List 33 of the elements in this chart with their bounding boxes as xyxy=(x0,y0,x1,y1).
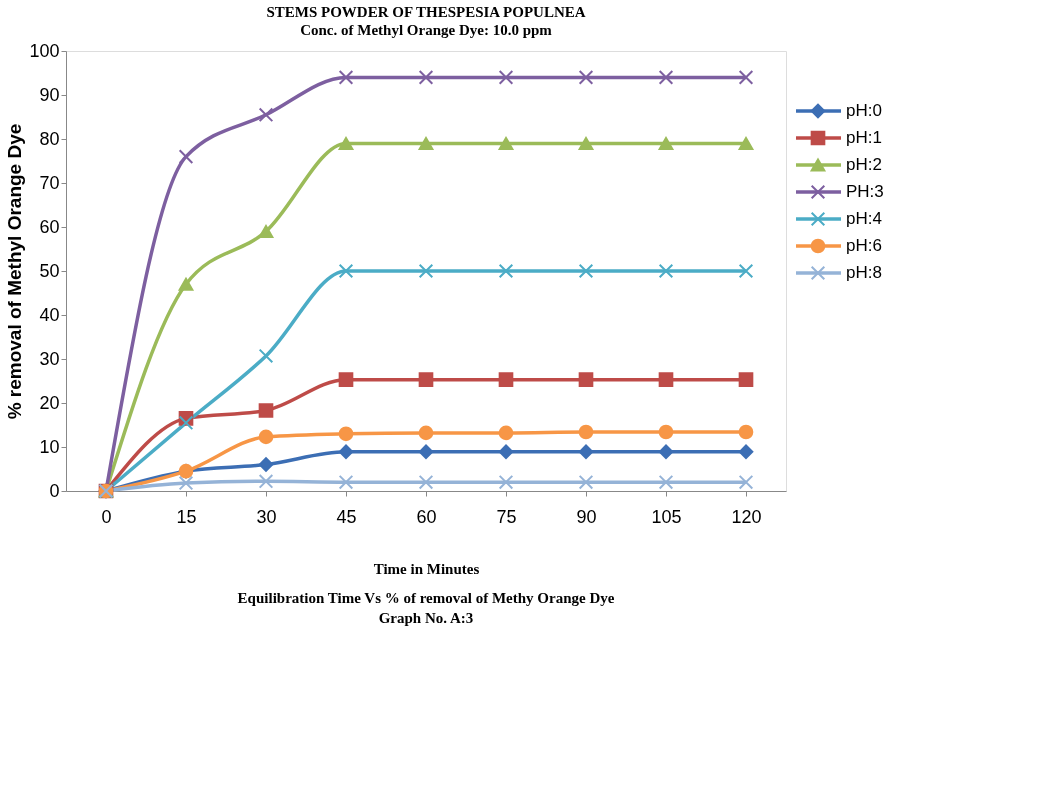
y-tick-label: 20 xyxy=(39,392,60,413)
x-tick-label: 30 xyxy=(256,506,277,527)
legend-label: pH:1 xyxy=(846,128,882,147)
text: Graph No. A:3 xyxy=(378,610,474,626)
x-tick-label: 105 xyxy=(651,506,682,527)
legend-label: pH:6 xyxy=(846,236,882,255)
y-tick-label: 70 xyxy=(39,172,60,193)
y-axis-title: % removal of Methyl Orange Dye xyxy=(4,123,26,420)
y-tick-label: 50 xyxy=(39,260,60,281)
y-tick-label: 80 xyxy=(39,128,60,149)
y-tick-label: 40 xyxy=(39,304,60,325)
legend-label: pH:2 xyxy=(846,155,882,174)
y-tick-label: 0 xyxy=(49,480,60,501)
legend-label: pH:0 xyxy=(846,101,882,120)
legend-label: PH:3 xyxy=(846,182,884,201)
y-tick-label: 90 xyxy=(39,84,60,105)
text: Equilibration Time Vs % of removal of Methy Orange Dye xyxy=(237,590,615,606)
x-tick-label: 45 xyxy=(336,506,357,527)
y-tick-label: 30 xyxy=(39,348,60,369)
chart-title: STEMS POWDER OF THESPESIA POPULNEA xyxy=(266,4,586,20)
x-tick-label: 75 xyxy=(496,506,517,527)
legend-label: pH:8 xyxy=(846,263,882,282)
x-tick-label: 15 xyxy=(176,506,197,527)
chart-subtitle: Conc. of Methyl Orange Dye: 10.0 ppm xyxy=(300,22,553,38)
x-axis-title: Time in Minutes xyxy=(373,560,480,577)
y-tick-label: 100 xyxy=(29,40,60,61)
x-tick-label: 90 xyxy=(576,506,597,527)
legend-label: pH:4 xyxy=(846,209,882,228)
x-tick-label: 120 xyxy=(731,506,762,527)
y-tick-label: 60 xyxy=(39,216,60,237)
x-tick-label: 0 xyxy=(101,506,112,527)
x-tick-label: 60 xyxy=(416,506,437,527)
y-tick-label: 10 xyxy=(39,436,60,457)
